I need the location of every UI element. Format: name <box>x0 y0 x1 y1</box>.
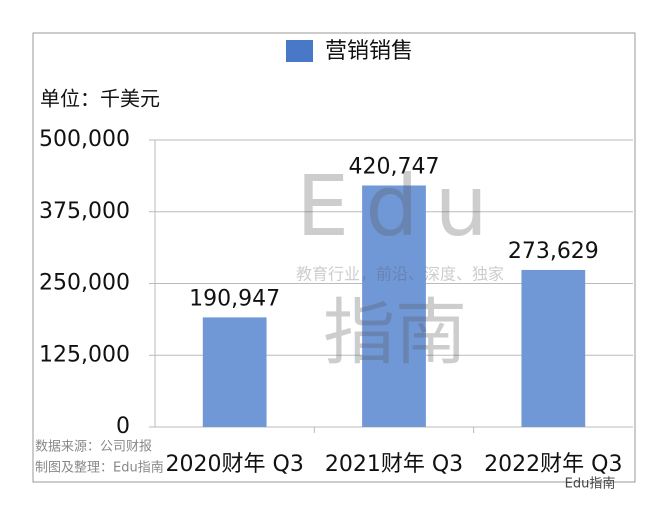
y-tick-label: 125,000 <box>39 342 130 367</box>
bar <box>362 185 426 427</box>
y-tick-label: 375,000 <box>39 199 130 224</box>
y-tick-label: 250,000 <box>39 271 130 296</box>
watermark-brand: Edu <box>296 157 504 255</box>
source-note: 数据来源：公司财报 <box>35 440 152 455</box>
logo: Edu指南 <box>565 476 616 492</box>
y-tick-label: 500,000 <box>39 127 130 152</box>
x-tick-label: 2022财年 Q3 <box>484 452 622 477</box>
legend-swatch <box>286 40 313 62</box>
data-label: 190,947 <box>189 286 280 311</box>
watermark-tagline: 教育行业，前沿、深度、独家 <box>296 265 504 284</box>
bar <box>521 269 586 427</box>
bar <box>202 317 267 427</box>
y-tick-label: 0 <box>116 414 130 439</box>
watermark-brand-cn: 指南 <box>323 291 467 375</box>
legend-label: 营销销售 <box>325 39 413 64</box>
data-label: 420,747 <box>349 154 440 179</box>
data-label: 273,629 <box>508 239 599 264</box>
credit-note: 制图及整理：Edu指南 <box>35 460 164 476</box>
unit-label: 单位：千美元 <box>40 87 160 111</box>
x-tick-label: 2021财年 Q3 <box>325 452 463 477</box>
x-tick-label: 2020财年 Q3 <box>166 452 304 477</box>
